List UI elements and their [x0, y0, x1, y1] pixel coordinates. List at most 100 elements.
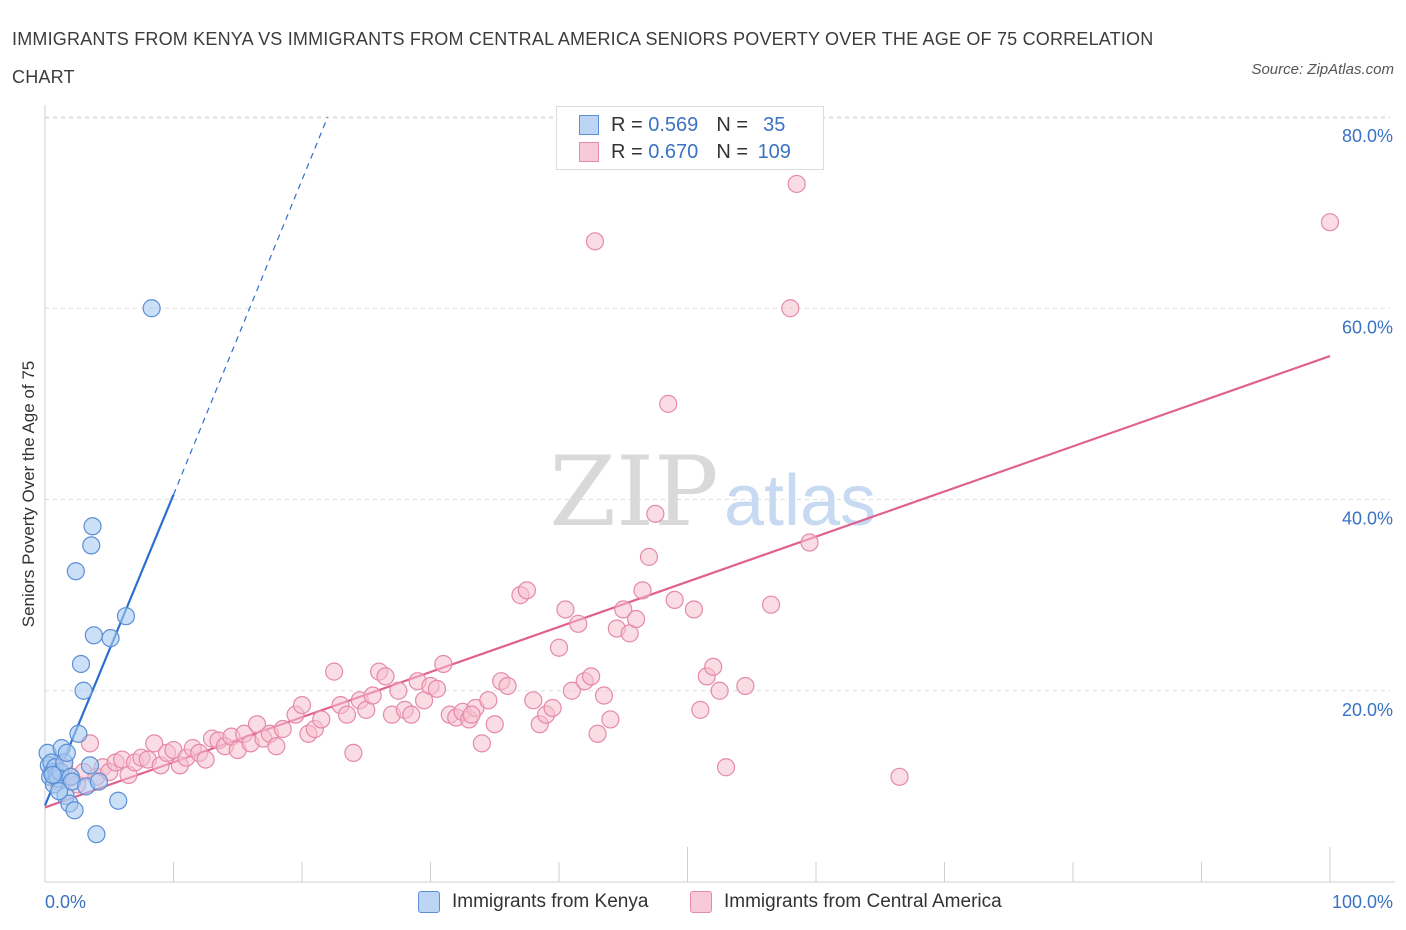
- central-r-label: R =: [611, 140, 649, 163]
- kenya-point: [80, 756, 100, 775]
- kenya-point: [65, 801, 84, 820]
- kenya-point: [43, 765, 62, 785]
- source-note: Source: ZipAtlas.com: [1251, 61, 1394, 78]
- central-america-point: [787, 174, 806, 194]
- central-america-point: [582, 667, 601, 686]
- kenya-trend-extension: [172, 116, 329, 495]
- central-america-point: [761, 595, 781, 614]
- kenya-point: [87, 825, 106, 844]
- y-tick-label: 20.0%: [1342, 700, 1393, 720]
- central-america-point: [588, 724, 607, 743]
- central-america-point: [626, 609, 646, 629]
- central-america-point: [267, 737, 286, 756]
- central-america-point: [196, 750, 215, 769]
- kenya-point: [82, 536, 101, 555]
- central-america-point: [462, 705, 481, 724]
- kenya-point: [71, 654, 91, 674]
- central-america-point: [781, 299, 800, 318]
- legend-row-kenya: R = 0.569 N = 35: [579, 112, 785, 138]
- watermark-zip: ZIP: [549, 436, 718, 548]
- central-america-point: [389, 681, 408, 700]
- central-america-point: [376, 667, 395, 686]
- central-america-point: [337, 705, 357, 724]
- central-america-point: [543, 698, 562, 718]
- y-tick-label: 60.0%: [1342, 317, 1393, 337]
- central-america-point: [659, 394, 678, 413]
- legend-central-swatch: [690, 891, 712, 913]
- kenya-n-value: 35: [757, 113, 786, 136]
- central-america-point: [517, 581, 536, 600]
- central-america-point: [890, 767, 909, 786]
- kenya-point: [142, 299, 161, 318]
- central-america-point: [704, 657, 723, 676]
- central-america-point: [601, 710, 620, 729]
- tick-labels: 20.0% 40.0% 60.0% 80.0% 0.0% 100.0%: [45, 126, 1393, 912]
- central-swatch: [579, 142, 599, 162]
- x-tick-label-min: 0.0%: [45, 892, 86, 912]
- central-america-point: [363, 686, 382, 705]
- central-america-point: [1320, 213, 1340, 232]
- central-america-point: [402, 705, 421, 724]
- central-america-point: [639, 547, 659, 566]
- kenya-point: [57, 743, 76, 763]
- watermark: ZIP atlas: [549, 436, 876, 548]
- central-america-point: [562, 681, 581, 700]
- kenya-point: [89, 772, 109, 791]
- x-tick-label-max: 100.0%: [1332, 892, 1393, 912]
- kenya-r-label: R =: [611, 113, 649, 136]
- kenya-point: [109, 791, 128, 810]
- kenya-point: [101, 629, 120, 648]
- central-america-point: [524, 691, 543, 710]
- central-america-point: [800, 533, 819, 552]
- central-r-value: 0.670: [648, 140, 699, 163]
- central-america-point: [684, 600, 704, 619]
- legend-item-central: Immigrants from Central America: [690, 888, 1002, 916]
- central-america-point: [485, 715, 504, 734]
- legend-row-central: R = 0.670 N = 109: [579, 139, 791, 165]
- central-america-point: [145, 734, 164, 753]
- central-america-point: [646, 504, 665, 523]
- central-n-value: 109: [757, 140, 791, 163]
- kenya-point: [74, 681, 93, 700]
- legend-kenya-label: Immigrants from Kenya: [452, 891, 649, 912]
- central-america-point: [472, 734, 491, 753]
- kenya-point: [83, 517, 102, 536]
- central-america-point: [691, 700, 710, 719]
- correlation-legend: R = 0.569 N = 35 R = 0.670 N = 109: [556, 106, 824, 170]
- central-america-point: [479, 691, 498, 710]
- central-america-point: [633, 581, 652, 600]
- legend-central-label: Immigrants from Central America: [724, 891, 1002, 912]
- central-america-point: [312, 710, 331, 729]
- y-tick-label: 40.0%: [1342, 509, 1393, 529]
- legend-item-kenya: Immigrants from Kenya: [418, 888, 648, 916]
- central-america-point: [325, 662, 344, 681]
- y-axis-label: Seniors Poverty Over the Age of 75: [19, 361, 38, 627]
- central-america-points: [42, 174, 1340, 794]
- kenya-point: [50, 782, 69, 801]
- kenya-point: [84, 626, 103, 645]
- kenya-point: [116, 607, 136, 626]
- central-america-point: [434, 654, 453, 674]
- central-n-label: N =: [716, 140, 754, 163]
- central-america-point: [569, 614, 588, 633]
- kenya-r-value: 0.569: [648, 113, 699, 136]
- kenya-n-label: N =: [716, 113, 754, 136]
- legend-kenya-swatch: [418, 891, 440, 913]
- central-america-point: [344, 743, 363, 763]
- grid-lines: [45, 116, 1390, 692]
- central-america-point: [716, 758, 736, 777]
- central-america-point: [498, 676, 517, 696]
- central-america-point: [556, 600, 575, 619]
- kenya-point: [66, 562, 85, 581]
- central-america-point: [585, 232, 605, 251]
- central-america-point: [273, 719, 292, 739]
- central-america-point: [710, 681, 729, 700]
- kenya-swatch: [579, 115, 599, 135]
- central-america-point: [292, 695, 312, 715]
- central-america-point: [549, 638, 569, 657]
- central-america-point: [665, 590, 684, 610]
- kenya-points: [38, 299, 161, 844]
- watermark-atlas: atlas: [724, 461, 876, 541]
- central-america-point: [594, 686, 614, 705]
